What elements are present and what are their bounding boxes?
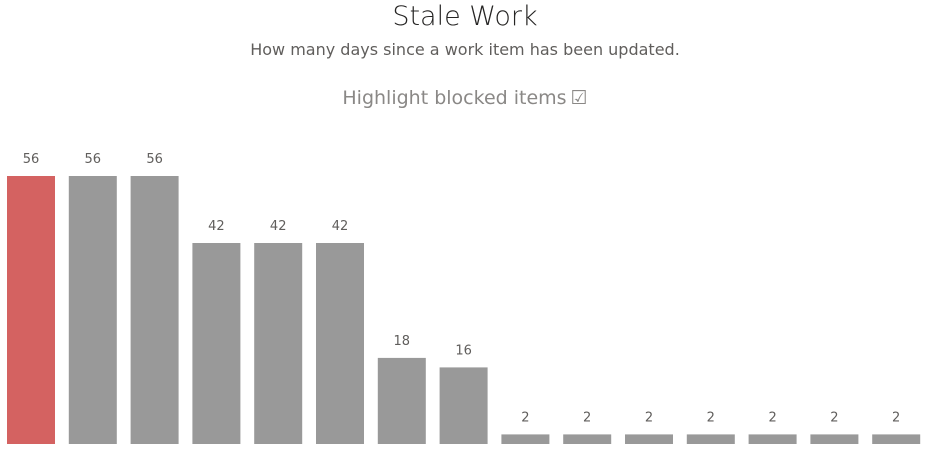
bar[interactable] (7, 176, 55, 444)
bar-value-label: 42 (208, 219, 225, 234)
bar[interactable] (254, 243, 303, 444)
bar[interactable] (68, 176, 117, 444)
bar-value-label: 56 (146, 152, 163, 167)
bar-value-label: 2 (521, 410, 529, 425)
bar[interactable] (872, 434, 921, 444)
chart-title: Stale Work (392, 1, 538, 32)
bar[interactable] (439, 367, 488, 444)
bar-value-label: 2 (830, 410, 838, 425)
bar-value-label: 2 (892, 410, 900, 425)
bar-value-label: 56 (85, 152, 102, 167)
bar-value-label: 42 (270, 219, 287, 234)
bar[interactable] (810, 434, 859, 444)
bar-value-label: 2 (707, 410, 715, 425)
bar-value-label: 2 (768, 410, 776, 425)
bar[interactable] (316, 243, 364, 444)
bar-value-label: 2 (645, 410, 653, 425)
highlight-blocked-label: Highlight blocked items (342, 87, 567, 109)
bar[interactable] (501, 434, 550, 444)
bar[interactable] (748, 434, 797, 444)
highlight-blocked-toggle[interactable]: Highlight blocked items ☑ (0, 85, 930, 111)
checkbox-checked-icon[interactable]: ☑ (570, 87, 588, 109)
bar-value-label: 42 (332, 219, 349, 234)
bar[interactable] (377, 357, 426, 444)
bar[interactable] (192, 243, 241, 444)
bar-value-label: 56 (23, 152, 40, 167)
bar-value-label: 2 (583, 410, 591, 425)
bar-value-label: 16 (455, 343, 472, 358)
bar[interactable] (686, 434, 735, 444)
chart-subtitle: How many days since a work item has been… (250, 40, 680, 59)
bar[interactable] (563, 434, 612, 444)
bar[interactable] (625, 434, 673, 444)
bar-value-label: 18 (394, 334, 411, 349)
bar[interactable] (130, 176, 179, 444)
